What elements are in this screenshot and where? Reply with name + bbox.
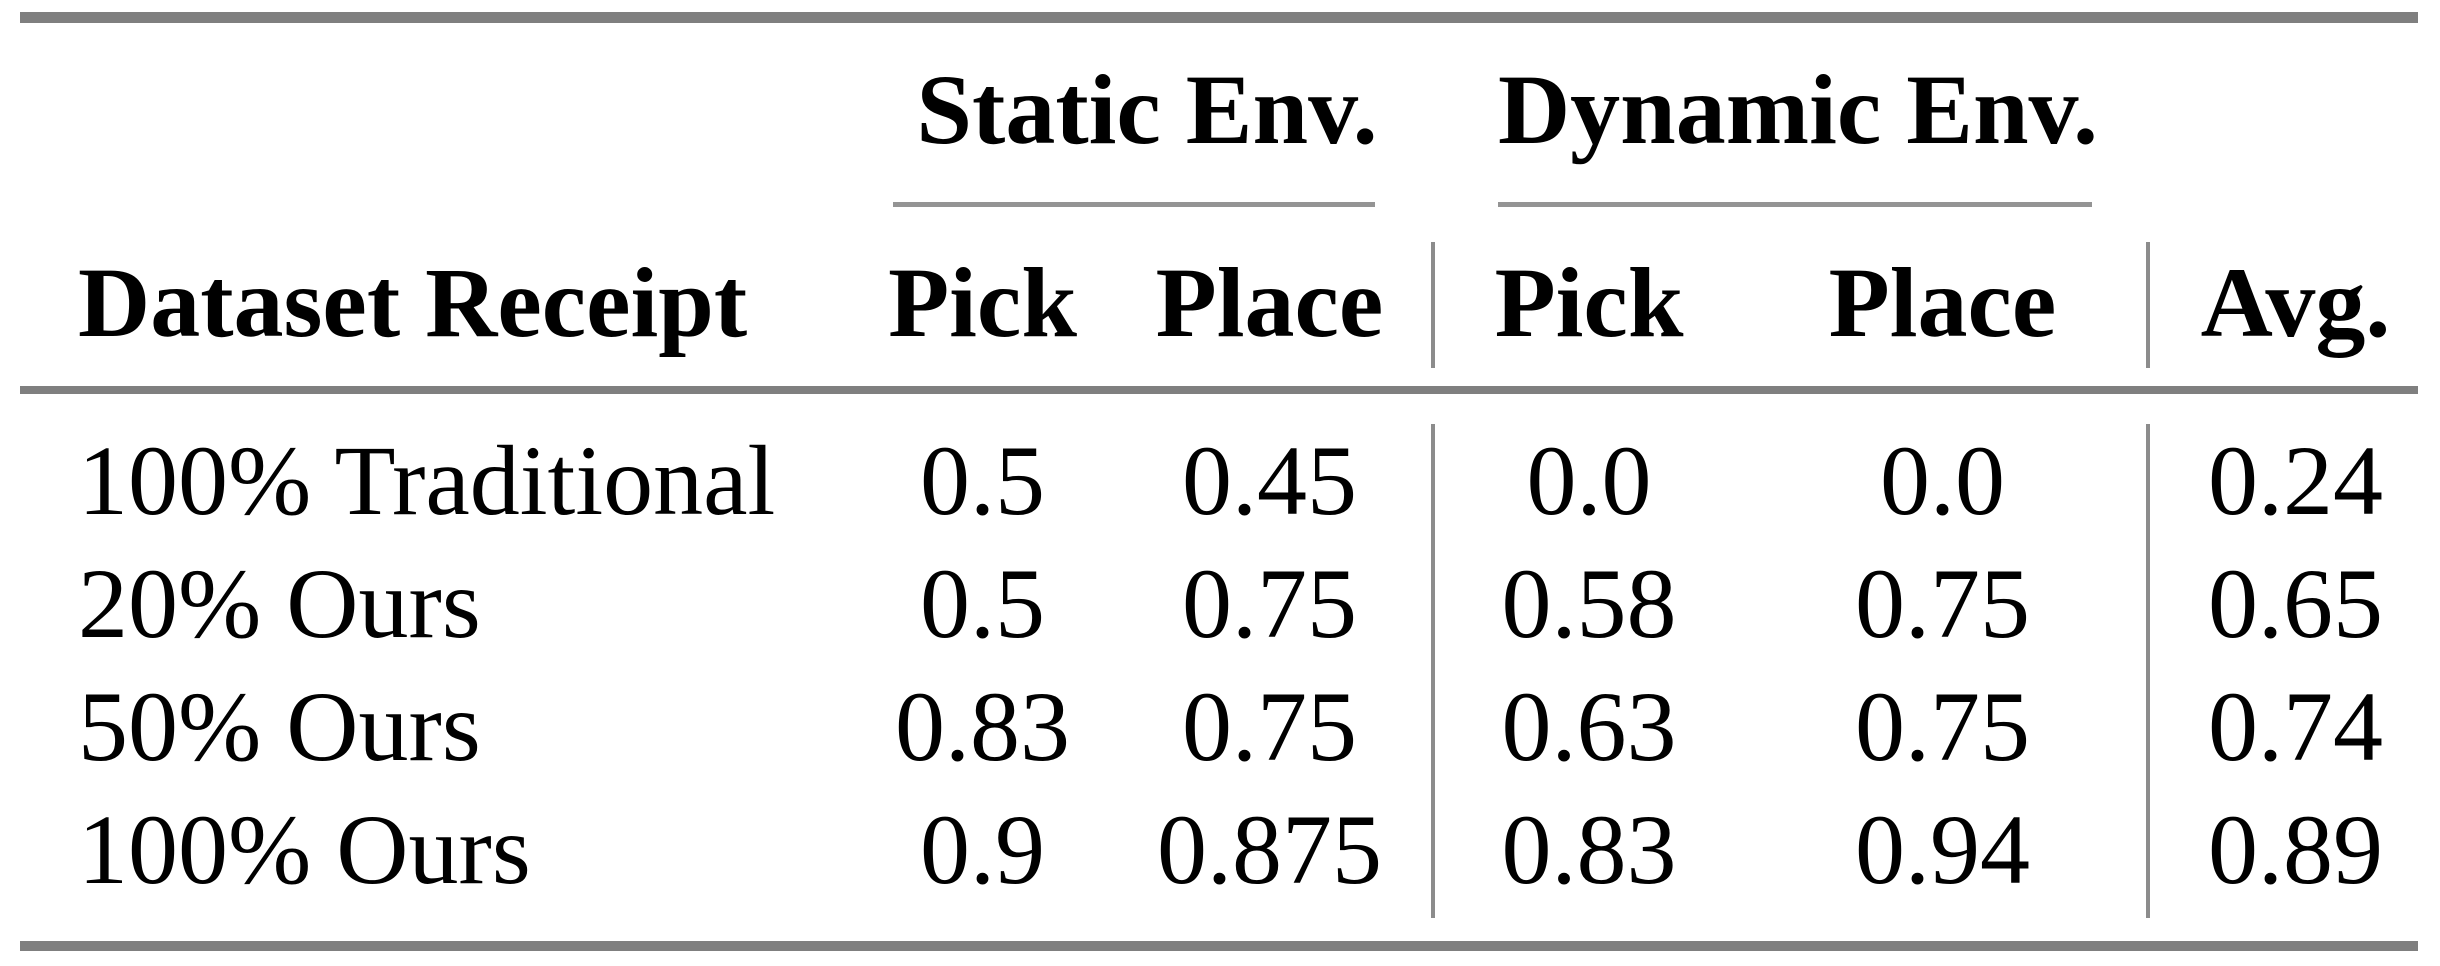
dynamic-place-value: 0.94: [1855, 794, 2030, 905]
vertical-separator-dynamic-avg-body: [2146, 424, 2150, 918]
avg-value: 0.74: [2208, 671, 2383, 782]
vertical-separator-static-dynamic-header: [1431, 242, 1435, 368]
group-header-static: Static Env.: [916, 54, 1378, 165]
dynamic-pick-value: 0.58: [1501, 548, 1677, 659]
static-pick-value: 0.83: [895, 671, 1070, 782]
column-header-dynamic-pick: Pick: [1494, 247, 1684, 358]
column-header-dynamic-place: Place: [1828, 247, 2057, 358]
column-header-dataset-receipt: Dataset Receipt: [78, 247, 748, 358]
table-header-rule: [20, 386, 2418, 394]
column-header-static-pick: Pick: [888, 247, 1077, 358]
dynamic-group-underline-rule: [1498, 202, 2092, 207]
static-place-value: 0.75: [1182, 671, 1357, 782]
row-label: 50% Ours: [78, 671, 481, 782]
avg-value: 0.24: [2208, 425, 2383, 536]
table-top-rule: [20, 12, 2418, 23]
vertical-separator-dynamic-avg-header: [2146, 242, 2150, 368]
static-place-value: 0.875: [1157, 794, 1382, 905]
avg-value: 0.65: [2208, 548, 2383, 659]
dynamic-place-value: 0.75: [1855, 671, 2030, 782]
row-label: 100% Traditional: [78, 425, 776, 536]
dynamic-pick-value: 0.63: [1501, 671, 1677, 782]
static-place-value: 0.45: [1182, 425, 1357, 536]
avg-value: 0.89: [2208, 794, 2383, 905]
row-label: 20% Ours: [78, 548, 481, 659]
dynamic-place-value: 0.0: [1880, 425, 2005, 536]
dynamic-pick-value: 0.83: [1501, 794, 1677, 905]
dynamic-place-value: 0.75: [1855, 548, 2030, 659]
static-pick-value: 0.9: [920, 794, 1045, 905]
vertical-separator-static-dynamic-body: [1431, 424, 1435, 918]
column-header-avg: Avg.: [2200, 247, 2391, 358]
row-label: 100% Ours: [78, 794, 531, 905]
column-header-static-place: Place: [1155, 247, 1384, 358]
table-bottom-rule: [20, 941, 2418, 951]
static-place-value: 0.75: [1182, 548, 1357, 659]
static-group-underline-rule: [893, 202, 1375, 207]
dynamic-pick-value: 0.0: [1526, 425, 1652, 536]
static-pick-value: 0.5: [920, 548, 1045, 659]
static-pick-value: 0.5: [920, 425, 1045, 536]
group-header-dynamic: Dynamic Env.: [1497, 54, 2099, 165]
